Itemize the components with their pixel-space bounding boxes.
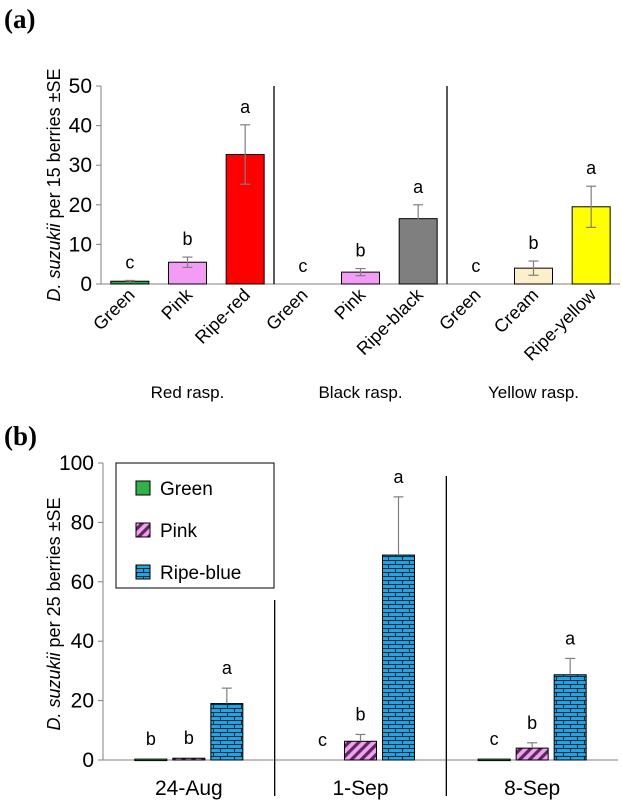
legend-label-green: Green [160, 479, 213, 500]
panel-a-y-tick-label: 40 [69, 115, 92, 138]
significance-letter: a [413, 177, 424, 197]
bar-ripe-blue [382, 554, 415, 761]
significance-letter: b [146, 729, 156, 749]
bar-ripe-blue [210, 703, 244, 761]
category-label: Pink [330, 284, 370, 324]
significance-letter: b [527, 713, 537, 733]
panel-b-y-axis-label: D. suzukii per 25 berries ±SE [44, 498, 64, 731]
legend-swatch-green [135, 480, 151, 496]
panel-a-y-tick-label: 0 [80, 273, 92, 296]
legend-label-ripe-blue: Ripe-blue [160, 563, 241, 584]
significance-letter: b [184, 728, 194, 748]
significance-letter: a [393, 467, 404, 487]
significance-letter: a [565, 628, 576, 648]
panel-a-y-tick-label: 20 [69, 194, 92, 217]
significance-letter: a [586, 158, 597, 178]
group-label: Black rasp. [318, 383, 402, 402]
significance-letter: c [318, 730, 327, 750]
panel-a-y-tick-label: 10 [69, 233, 92, 256]
category-label: Cream [490, 285, 542, 337]
bar-pink [172, 757, 206, 761]
significance-letter: b [182, 229, 192, 249]
bar-ripe-blue [553, 674, 587, 761]
panel-b-y-tick-label: 80 [71, 511, 94, 534]
panel-a-y-tick-label: 50 [69, 75, 92, 98]
panel-b-label: (b) [4, 421, 37, 451]
bar-green [134, 758, 168, 762]
group-label: Yellow rasp. [488, 383, 579, 402]
panel-a-y-tick-label: 30 [69, 154, 92, 177]
panel-a-y-axis-label: D. suzukii per 15 berries ±SE [44, 69, 64, 302]
category-label: Ripe-red [191, 285, 254, 348]
legend-label-pink: Pink [160, 521, 197, 542]
category-label: 1-Sep [332, 777, 388, 800]
significance-letter: c [490, 729, 499, 749]
category-label: Green [89, 285, 139, 335]
bar-pink [515, 747, 549, 761]
panel-b-y-tick-label: 60 [71, 571, 94, 594]
category-label: 24-Aug [155, 777, 223, 800]
panel-b-y-tick-label: 40 [71, 630, 94, 653]
legend-swatch-pink [135, 522, 151, 538]
panel-b-y-tick-label: 20 [71, 690, 94, 713]
significance-letter: c [125, 252, 134, 272]
panel-b-y-tick-label: 100 [59, 452, 94, 475]
significance-letter: b [355, 241, 365, 261]
legend-swatch-ripe-blue [135, 564, 151, 580]
category-label: Pink [157, 284, 197, 324]
panel-a-label: (a) [4, 4, 35, 34]
significance-letter: a [240, 97, 251, 117]
significance-letter: b [528, 233, 538, 253]
panel-b-y-tick-label: 0 [82, 749, 94, 772]
category-label: 8-Sep [504, 777, 560, 800]
bar-green [477, 758, 511, 762]
bar-pink [344, 740, 377, 761]
significance-letter: b [355, 704, 365, 724]
legend: Green Pink Ripe-blue [115, 462, 275, 589]
significance-letter: c [298, 256, 307, 276]
significance-letter: a [222, 658, 233, 678]
significance-letter: c [471, 256, 480, 276]
category-label: Green [262, 285, 312, 335]
group-label: Red rasp. [151, 383, 225, 402]
category-label: Green [435, 285, 485, 335]
